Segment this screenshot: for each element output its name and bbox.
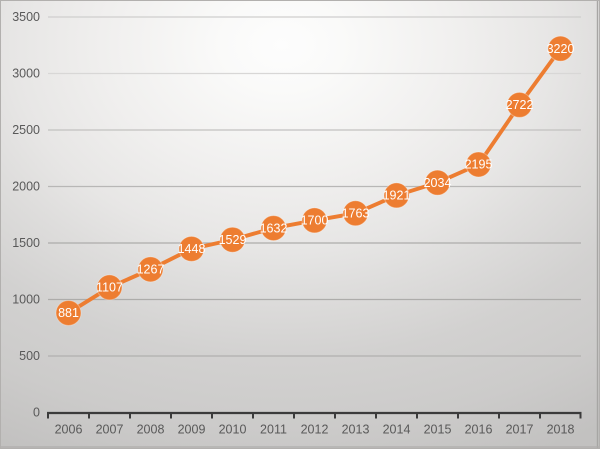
svg-text:2011: 2011 xyxy=(260,422,287,436)
svg-text:2008: 2008 xyxy=(137,422,165,436)
svg-text:1500: 1500 xyxy=(12,236,40,250)
svg-text:2013: 2013 xyxy=(342,422,370,436)
svg-text:2195: 2195 xyxy=(465,158,493,172)
svg-text:2007: 2007 xyxy=(96,422,124,436)
svg-text:2006: 2006 xyxy=(55,422,83,436)
svg-text:2017: 2017 xyxy=(506,422,534,436)
svg-text:1529: 1529 xyxy=(219,233,247,247)
svg-text:2009: 2009 xyxy=(178,422,206,436)
svg-text:2012: 2012 xyxy=(301,422,329,436)
svg-text:1448: 1448 xyxy=(178,242,206,256)
svg-text:2000: 2000 xyxy=(12,179,40,193)
svg-text:1000: 1000 xyxy=(12,292,40,306)
svg-text:1921: 1921 xyxy=(383,189,411,203)
svg-text:3500: 3500 xyxy=(12,10,40,24)
svg-text:1267: 1267 xyxy=(137,263,165,277)
svg-text:2500: 2500 xyxy=(12,123,40,137)
svg-text:881: 881 xyxy=(58,306,79,320)
svg-text:0: 0 xyxy=(33,405,40,419)
svg-text:1763: 1763 xyxy=(342,207,370,221)
svg-text:3000: 3000 xyxy=(12,66,40,80)
svg-text:2016: 2016 xyxy=(465,422,493,436)
svg-text:1632: 1632 xyxy=(260,221,288,235)
svg-text:500: 500 xyxy=(19,349,40,363)
svg-text:2018: 2018 xyxy=(547,422,575,436)
svg-text:2010: 2010 xyxy=(219,422,247,436)
svg-text:2034: 2034 xyxy=(424,176,452,190)
svg-text:3220: 3220 xyxy=(547,42,575,56)
svg-text:2015: 2015 xyxy=(424,422,452,436)
svg-text:2722: 2722 xyxy=(506,98,534,112)
svg-text:1700: 1700 xyxy=(301,214,329,228)
svg-text:1107: 1107 xyxy=(96,281,123,295)
svg-text:2014: 2014 xyxy=(383,422,411,436)
